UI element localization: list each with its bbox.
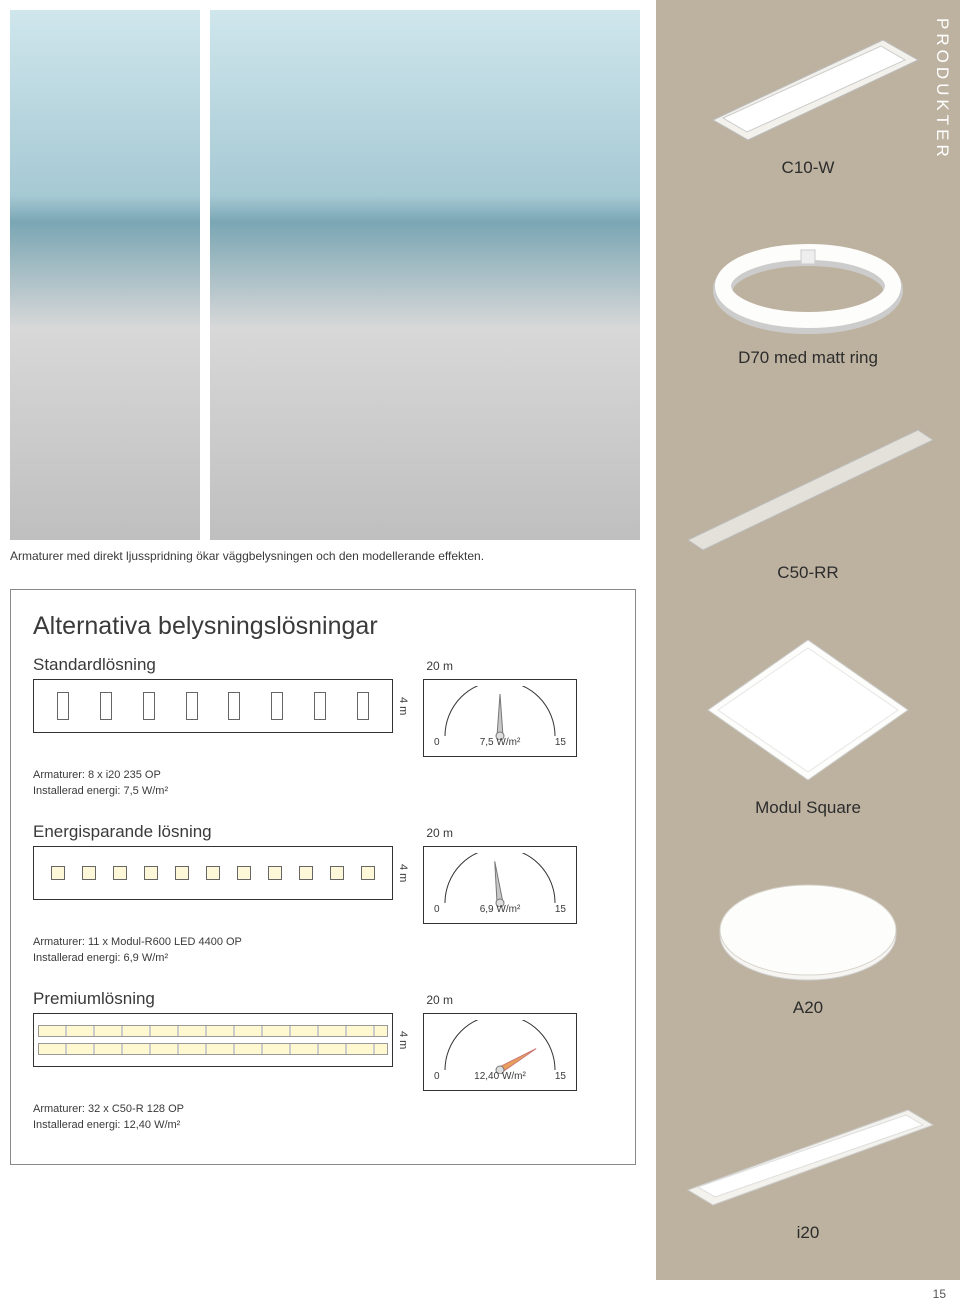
gauge-arc-icon: [430, 1020, 570, 1074]
luminaire-icon: [314, 692, 326, 720]
spec-line: Installerad energi: 6,9 W/m²: [33, 950, 613, 967]
luminaire-icon: [357, 692, 369, 720]
linear-luminaire-row: [38, 1043, 388, 1055]
solution-name: Standardlösning: [33, 655, 156, 675]
gauge-value: 6,9 W/m²: [480, 904, 521, 915]
gauge-min: 0: [434, 737, 440, 748]
spec-line: Armaturer: 11 x Modul-R600 LED 4400 OP: [33, 934, 613, 951]
luminaire-icon: [361, 866, 375, 880]
luminaire-icon: [51, 866, 65, 880]
luminaire-icon: [237, 866, 251, 880]
solution-energy: Energisparande lösning 20 m 4 m: [33, 822, 613, 967]
luminaire-icon: [206, 866, 220, 880]
luminaire-icon: [228, 692, 240, 720]
luminaire-icon: [100, 692, 112, 720]
luminaire-icon: [175, 866, 189, 880]
plan-standard: [33, 679, 393, 733]
product-c10w: C10-W: [656, 20, 960, 178]
solutions-title: Alternativa belysningslösningar: [33, 612, 613, 641]
d70-ring-icon: [708, 230, 908, 340]
product-label: Modul Square: [656, 798, 960, 818]
linear-luminaire-row: [38, 1025, 388, 1037]
luminaire-icon: [57, 692, 69, 720]
gauge-min: 0: [434, 1071, 440, 1082]
luminaire-icon: [271, 692, 283, 720]
modul-square-icon: [698, 630, 918, 790]
c50rr-icon: [678, 415, 938, 555]
a20-icon: [708, 870, 908, 990]
luminaire-icon: [144, 866, 158, 880]
gauge-arc-icon: [430, 853, 570, 907]
product-label: i20: [656, 1223, 960, 1243]
gauge-max: 15: [555, 737, 566, 748]
gauge-value: 7,5 W/m²: [480, 737, 521, 748]
gauge-min: 0: [434, 904, 440, 915]
photo-caption: Armaturer med direkt ljusspridning ökar …: [0, 540, 620, 565]
solution-premium: Premiumlösning 20 m 4 m: [33, 989, 613, 1134]
luminaire-icon: [268, 866, 282, 880]
product-c50rr: C50-RR: [656, 415, 960, 583]
product-a20: A20: [656, 870, 960, 1018]
solution-name: Premiumlösning: [33, 989, 155, 1009]
product-label: C10-W: [656, 158, 960, 178]
product-modul-square: Modul Square: [656, 630, 960, 818]
c10w-icon: [693, 20, 923, 150]
page-layout: Armaturer med direkt ljusspridning ökar …: [0, 0, 960, 1280]
luminaire-icon: [330, 866, 344, 880]
gauge-premium: 0 12,40 W/m² 15: [423, 1013, 577, 1091]
left-column: Armaturer med direkt ljusspridning ökar …: [0, 0, 656, 1280]
luminaire-icon: [82, 866, 96, 880]
product-i20: i20: [656, 1095, 960, 1243]
product-label: A20: [656, 998, 960, 1018]
product-label: D70 med matt ring: [656, 348, 960, 368]
plan-width-label: 20 m: [426, 659, 453, 673]
product-sidebar: PRODUKTER C10-W D70 med matt ring C50-RR: [656, 0, 960, 1280]
corridor-photo-right: [210, 10, 640, 540]
luminaire-icon: [143, 692, 155, 720]
gauge-max: 15: [555, 1071, 566, 1082]
photo-row: [0, 0, 656, 540]
plan-depth-label: 4 m: [397, 1031, 409, 1049]
solution-name: Energisparande lösning: [33, 822, 212, 842]
page-number: 15: [933, 1287, 946, 1301]
corridor-photo-left: [10, 10, 200, 540]
spec-line: Armaturer: 32 x C50-R 128 OP: [33, 1101, 613, 1118]
solution-standard: Standardlösning 20 m 4 m: [33, 655, 613, 800]
gauge-arc-icon: [430, 686, 570, 740]
plan-depth-label: 4 m: [397, 697, 409, 715]
spec-line: Installerad energi: 7,5 W/m²: [33, 783, 613, 800]
solutions-box: Alternativa belysningslösningar Standard…: [10, 589, 636, 1165]
product-label: C50-RR: [656, 563, 960, 583]
luminaire-icon: [186, 692, 198, 720]
i20-icon: [678, 1095, 938, 1215]
plan-depth-label: 4 m: [397, 864, 409, 882]
spec-line: Installerad energi: 12,40 W/m²: [33, 1117, 613, 1134]
spec-line: Armaturer: 8 x i20 235 OP: [33, 767, 613, 784]
plan-premium: [33, 1013, 393, 1067]
product-d70: D70 med matt ring: [656, 230, 960, 368]
gauge-standard: 0 7,5 W/m² 15: [423, 679, 577, 757]
gauge-max: 15: [555, 904, 566, 915]
plan-width-label: 20 m: [426, 993, 453, 1007]
plan-energy: [33, 846, 393, 900]
gauge-energy: 0 6,9 W/m² 15: [423, 846, 577, 924]
gauge-value: 12,40 W/m²: [474, 1071, 526, 1082]
luminaire-icon: [113, 866, 127, 880]
luminaire-icon: [299, 866, 313, 880]
plan-width-label: 20 m: [426, 826, 453, 840]
